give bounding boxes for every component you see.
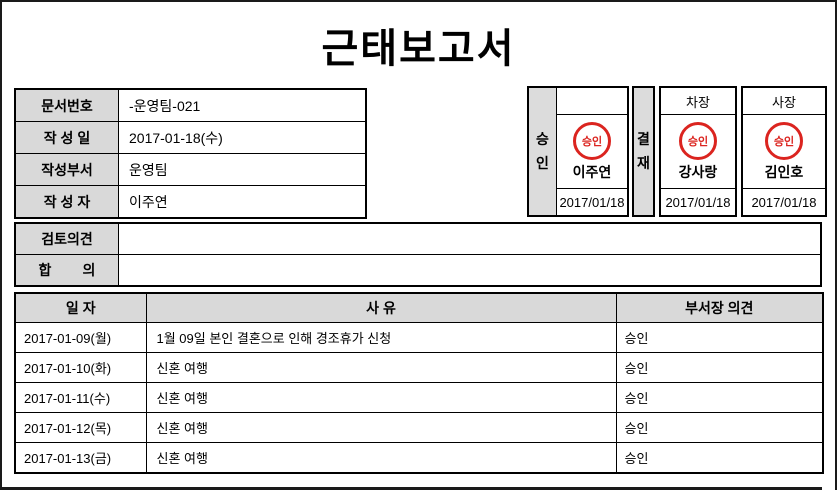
opinion-cell: 승인 — [615, 382, 824, 413]
approval-stamp-seal-icon: 승인 — [765, 121, 803, 160]
table-row: 2017-01-09(월) 1월 09일 본인 결혼으로 인해 경조휴가 신청 … — [14, 322, 824, 353]
opinion-cell: 승인 — [615, 442, 824, 474]
review-opinion-label: 검토의견 — [14, 222, 119, 255]
department-label: 작성부서 — [14, 153, 119, 186]
table-row: 2017-01-11(수) 신혼 여행 승인 — [14, 382, 824, 413]
approver-name: 김인호 — [764, 163, 804, 180]
report-title: 근태보고서 — [321, 27, 516, 71]
date-cell: 2017-01-11(수) — [14, 382, 147, 413]
manager-opinion-column-header: 부서장 의견 — [615, 292, 824, 323]
opinion-cell: 승인 — [615, 322, 824, 353]
approval-stamp-seal-icon: 승인 — [679, 121, 717, 160]
reason-cell: 신혼 여행 — [145, 412, 617, 443]
table-row: 검토의견 — [14, 222, 822, 255]
approval-group-header: 결재 — [634, 88, 653, 215]
date-cell: 2017-01-13(금) — [14, 442, 147, 474]
approver-box-president: 사장 승인 김인호 2017/01/18 — [741, 86, 827, 217]
doc-info-table: 문서번호 -운영팀-021 작 성 일 2017-01-18(수) 작성부서 운… — [14, 88, 367, 219]
approval-stamp-seal-icon: 승인 — [573, 121, 611, 160]
page-frame-left — [0, 0, 2, 490]
approver-name: 강사랑 — [678, 163, 718, 180]
table-row: 2017-01-13(금) 신혼 여행 승인 — [14, 442, 824, 474]
attendance-table: 일 자 사 유 부서장 의견 2017-01-09(월) 1월 09일 본인 결… — [14, 292, 824, 474]
author-value: 이주연 — [118, 185, 367, 219]
approval-group-sign: 결재 — [632, 86, 655, 217]
approver-column: 차장 승인 강사랑 2017/01/18 — [661, 88, 735, 215]
reason-cell: 1월 09일 본인 결혼으로 인해 경조휴가 신청 — [145, 322, 617, 353]
table-row: 2017-01-10(화) 신혼 여행 승인 — [14, 352, 824, 383]
approver-sign-cell: 승인 이주연 — [557, 115, 627, 189]
write-date-value: 2017-01-18(수) — [118, 121, 367, 154]
approver-column: 사장 승인 김인호 2017/01/18 — [743, 88, 825, 215]
table-row: 합 의 — [14, 254, 822, 287]
reason-cell: 신혼 여행 — [145, 442, 617, 474]
approval-header-label: 승인 — [536, 130, 549, 171]
cutoff-next-table-border — [0, 487, 822, 490]
table-row: 작 성 자 이주연 — [14, 185, 367, 219]
approver-title: 사장 — [743, 88, 825, 115]
author-label: 작 성 자 — [14, 185, 119, 219]
agreement-value — [118, 254, 822, 287]
page-frame-top — [0, 0, 837, 2]
table-row: 작 성 일 2017-01-18(수) — [14, 121, 367, 154]
reason-cell: 신혼 여행 — [145, 382, 617, 413]
write-date-label: 작 성 일 — [14, 121, 119, 154]
date-cell: 2017-01-10(화) — [14, 352, 147, 383]
approver-sign-cell: 승인 강사랑 — [661, 115, 735, 189]
approver-title: 차장 — [661, 88, 735, 115]
approver-box-deputy: 차장 승인 강사랑 2017/01/18 — [659, 86, 737, 217]
date-column-header: 일 자 — [14, 292, 147, 323]
agreement-label: 합 의 — [14, 254, 119, 287]
approval-date: 2017/01/18 — [751, 194, 817, 210]
department-value: 운영팀 — [118, 153, 367, 186]
table-header-row: 일 자 사 유 부서장 의견 — [14, 292, 824, 323]
table-row: 작성부서 운영팀 — [14, 153, 367, 186]
reason-cell: 신혼 여행 — [145, 352, 617, 383]
opinion-cell: 승인 — [615, 352, 824, 383]
date-cell: 2017-01-12(목) — [14, 412, 147, 443]
doc-number-label: 문서번호 — [14, 88, 119, 122]
review-opinion-value — [118, 222, 822, 255]
approver-sign-cell: 승인 김인호 — [743, 115, 825, 189]
approver-column: 승인 이주연 2017/01/18 — [557, 88, 627, 215]
doc-number-value: -운영팀-021 — [118, 88, 367, 122]
table-row: 문서번호 -운영팀-021 — [14, 88, 367, 122]
approval-header-label: 결재 — [637, 130, 650, 171]
page-frame-right — [835, 0, 837, 490]
approver-title — [557, 88, 627, 115]
approval-date: 2017/01/18 — [665, 194, 731, 210]
opinion-cell: 승인 — [615, 412, 824, 443]
date-cell: 2017-01-09(월) — [14, 322, 147, 353]
reason-column-header: 사 유 — [145, 292, 617, 323]
approval-group-header: 승인 — [529, 88, 557, 215]
approver-name: 이주연 — [572, 163, 612, 180]
approval-date: 2017/01/18 — [559, 194, 625, 210]
approval-group-approve: 승인 승인 이주연 2017/01/18 — [527, 86, 629, 217]
table-row: 2017-01-12(목) 신혼 여행 승인 — [14, 412, 824, 443]
review-table: 검토의견 합 의 — [14, 222, 822, 287]
